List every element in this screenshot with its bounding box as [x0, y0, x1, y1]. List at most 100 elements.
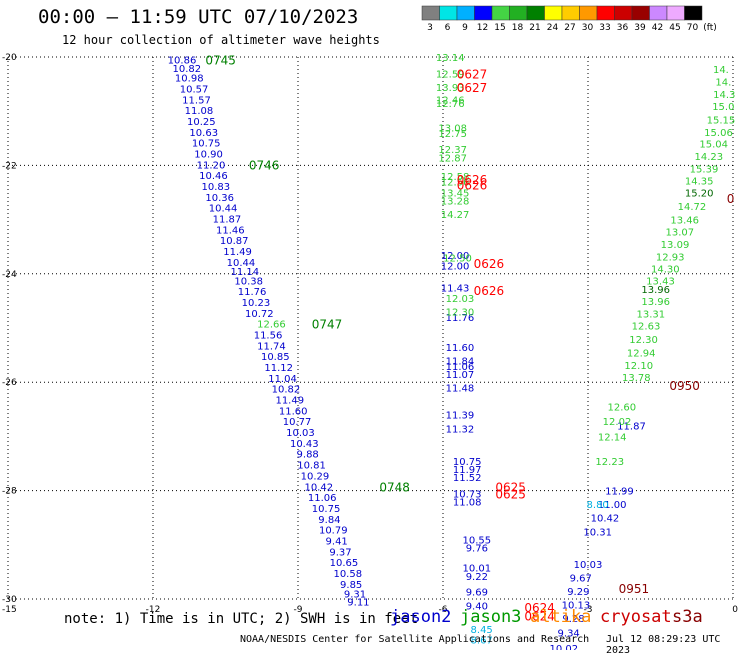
- data-label: 12.59: [436, 69, 465, 80]
- colorbar-label: 70: [687, 23, 699, 33]
- data-label: 10.63: [189, 128, 218, 139]
- data-label: 9.88: [297, 450, 319, 461]
- data-label: 11.00: [598, 500, 627, 511]
- data-label: 11.39: [446, 411, 475, 422]
- data-label: 9.31: [344, 590, 366, 601]
- data-label: 12.30: [629, 335, 658, 346]
- data-label: 12.63: [632, 321, 661, 332]
- data-label: 12.10: [624, 361, 653, 372]
- data-label: 9.41: [326, 536, 348, 547]
- data-label: 11.48: [446, 384, 475, 395]
- data-label: 12.03: [446, 294, 475, 305]
- colorbar-swatch: [544, 5, 563, 21]
- colorbar-label: 45: [669, 23, 680, 33]
- data-label: 12.93: [656, 252, 685, 263]
- data-label: 12.56: [441, 178, 470, 189]
- colorbar-swatch: [579, 5, 598, 21]
- data-label: 10.83: [202, 182, 231, 193]
- data-label: 10.02: [550, 644, 579, 650]
- data-label: 12.37: [438, 145, 467, 156]
- footer-credit: NOAA/NESDIS Center for Satellite Applica…: [240, 634, 590, 645]
- data-label: 14.72: [678, 202, 707, 213]
- chart-marks: 10.8610.8210.9810.5711.5711.0810.2510.63…: [168, 53, 736, 650]
- time-annotation: 0627: [457, 67, 488, 81]
- data-label: 10.58: [333, 569, 362, 580]
- time-annotation: 0627: [457, 81, 488, 95]
- data-label: 11.99: [605, 487, 634, 498]
- colorbar-label: 15: [494, 23, 505, 33]
- x-tick-label: -15: [2, 605, 17, 615]
- colorbar-swatch: [631, 5, 650, 21]
- data-label: 12.50: [443, 254, 472, 265]
- data-label: 9.84: [318, 515, 340, 526]
- chart-subtitle: 12 hour collection of altimeter wave hei…: [62, 33, 380, 47]
- time-annotation: 0625: [495, 480, 526, 494]
- data-label: 10.85: [261, 352, 290, 363]
- data-label: 15.06: [704, 128, 733, 139]
- colorbar-label: 33: [599, 23, 610, 33]
- colorbar-swatch: [491, 5, 510, 21]
- colorbar-label: 42: [652, 23, 663, 33]
- data-label: 12.66: [257, 320, 286, 331]
- colorbar-swatch: [596, 5, 615, 21]
- data-label: 10.79: [319, 526, 348, 537]
- data-label: 12.30: [446, 308, 475, 319]
- time-annotation: 0951: [619, 582, 650, 596]
- time-annotation: 0626: [457, 178, 488, 192]
- data-label: 10.75: [192, 139, 221, 150]
- data-label: 15.39: [690, 165, 719, 176]
- data-label: 10.29: [301, 471, 330, 482]
- data-label: 11.60: [279, 406, 308, 417]
- data-label: 12.58: [441, 172, 470, 183]
- data-label: 10.77: [283, 417, 312, 428]
- data-label: 10.73: [453, 489, 482, 500]
- colorbar-swatch: [456, 5, 475, 21]
- y-tick-label: -26: [2, 378, 17, 388]
- data-label: 11.56: [254, 331, 283, 342]
- colorbar-swatch: [649, 5, 668, 21]
- data-label: 13.09: [661, 240, 690, 251]
- colorbar-swatch: [614, 5, 633, 21]
- data-label: 10.86: [168, 56, 197, 67]
- colorbar-swatch: [684, 5, 703, 21]
- data-label: 9.29: [567, 587, 589, 598]
- colorbar-swatch: [439, 5, 458, 21]
- data-label: 12.23: [595, 457, 624, 468]
- colorbar-swatch: [526, 5, 545, 21]
- data-label: 9.22: [466, 572, 488, 583]
- y-tick-label: -28: [2, 487, 17, 497]
- colorbar-swatch: [561, 5, 580, 21]
- footer-timestamp: Jul 12 08:29:23 UTC 2023: [606, 634, 721, 656]
- data-label: 14.35: [685, 177, 714, 188]
- legend-cryosat: cryosat: [600, 607, 672, 627]
- colorbar-label: 36: [617, 23, 629, 33]
- time-annotation: 0: [727, 192, 735, 206]
- data-label: 9.37: [329, 547, 351, 558]
- data-label: 14.3: [713, 90, 735, 101]
- data-label: 10.03: [286, 428, 315, 439]
- data-label: 11.49: [275, 396, 304, 407]
- data-label: 8.67: [471, 636, 493, 647]
- data-label: 11.76: [238, 287, 267, 298]
- colorbar-label: 21: [529, 23, 540, 33]
- data-label: 10.46: [199, 171, 228, 182]
- data-label: 12.75: [438, 129, 467, 140]
- data-label: 11.14: [231, 267, 260, 278]
- data-label: 10.87: [220, 236, 249, 247]
- data-label: 13.96: [641, 285, 670, 296]
- data-label: 10.57: [180, 84, 209, 95]
- colorbar-label: 30: [582, 23, 594, 33]
- data-label: 10.82: [272, 385, 301, 396]
- data-label: 10.75: [312, 504, 341, 515]
- legend-altika: altika: [530, 607, 592, 627]
- time-annotation: 0748: [379, 480, 410, 494]
- x-tick-label: 0: [732, 605, 738, 615]
- data-label: 13.43: [646, 276, 675, 287]
- legend-jason2: jason2: [390, 607, 452, 627]
- data-label: 10.25: [187, 117, 216, 128]
- time-annotation: 0745: [205, 54, 236, 68]
- data-label: 13.93: [436, 83, 465, 94]
- data-label: 14.30: [651, 264, 680, 275]
- data-label: 13.78: [622, 373, 651, 384]
- data-label: 11.76: [446, 313, 475, 324]
